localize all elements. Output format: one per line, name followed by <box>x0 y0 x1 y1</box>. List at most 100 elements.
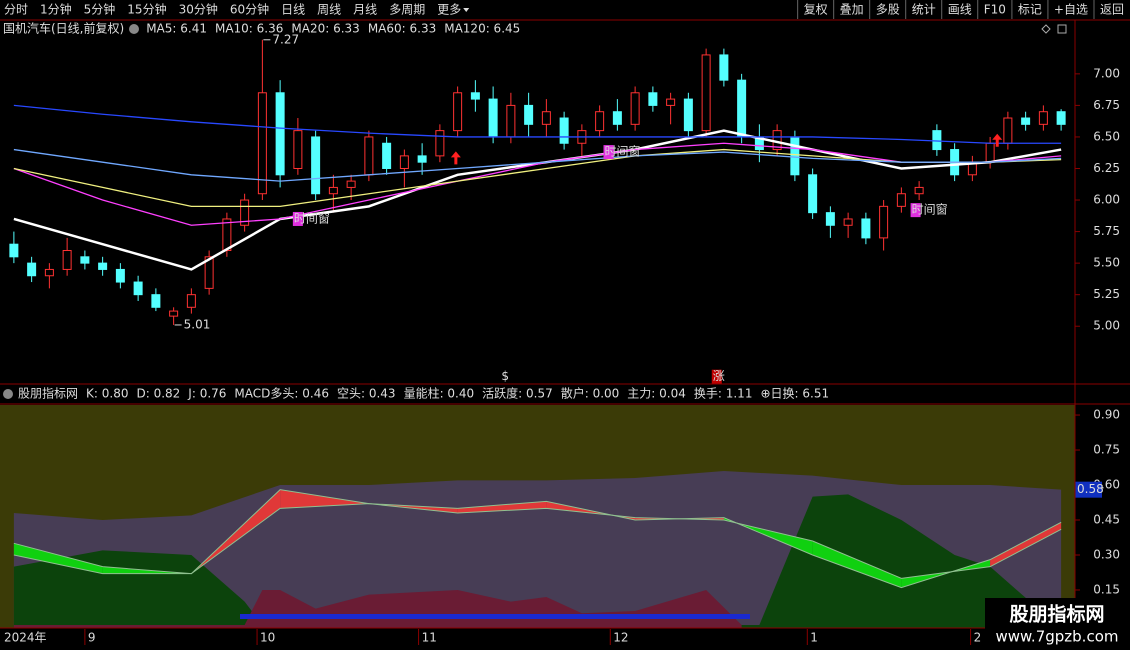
candle-body <box>346 180 356 188</box>
annotation: $ <box>501 369 509 383</box>
candle-body <box>861 218 871 239</box>
ribbon-segment <box>280 489 369 509</box>
toolbar-tab[interactable]: 1分钟 <box>40 2 72 17</box>
candle-body <box>417 155 427 163</box>
indicator-value: 换手: 1.11 <box>694 387 753 401</box>
menu-icon[interactable] <box>3 389 13 399</box>
candle-body <box>719 54 729 81</box>
toolbar-tab[interactable]: 周线 <box>317 3 341 17</box>
toolbar-tab[interactable]: 60分钟 <box>230 2 269 17</box>
candle-body <box>311 136 321 195</box>
indicator-value: K: 0.80 <box>86 387 128 401</box>
candle-body <box>701 54 711 132</box>
candle-body <box>435 130 445 157</box>
candle-body <box>275 92 285 176</box>
candle-body <box>932 130 942 151</box>
indicator-value: 主力: 0.04 <box>627 387 686 401</box>
candle-body <box>843 218 853 226</box>
candle-body <box>808 174 818 214</box>
legend-entry: MA10: 6.36 <box>215 22 283 36</box>
candle-body <box>630 92 640 125</box>
candle-body <box>914 186 924 195</box>
indicator-value: 空头: 0.43 <box>337 387 396 401</box>
y-tick-label: 6.75 <box>1093 98 1120 112</box>
toolbar-button[interactable]: 返回 <box>1100 3 1124 17</box>
dropdown-icon[interactable] <box>463 8 470 12</box>
toolbar-tab[interactable]: 15分钟 <box>127 2 166 17</box>
annotation-box <box>603 145 614 160</box>
candle-body <box>683 98 693 132</box>
candle-body <box>790 136 800 176</box>
y-tick-label: 0.30 <box>1093 547 1120 561</box>
candle-body <box>985 142 995 163</box>
annotation-box <box>711 369 722 384</box>
toolbar-button[interactable]: F10 <box>984 3 1006 17</box>
annotation: 时间窗 <box>294 211 330 225</box>
annotation-box <box>292 211 303 226</box>
y-tick-label: 5.50 <box>1093 256 1120 270</box>
toolbar-button[interactable]: 标记 <box>1018 3 1042 17</box>
ribbon-segment <box>13 543 103 574</box>
indicator-value: MACD多头: 0.46 <box>234 387 329 401</box>
candle-body <box>364 136 374 176</box>
candle-body <box>506 104 516 138</box>
logo-box <box>985 598 1130 650</box>
candle-body <box>1021 117 1031 125</box>
legend-entry: MA60: 6.33 <box>368 22 436 36</box>
candle-body <box>98 262 108 270</box>
candle-body <box>666 98 676 106</box>
logo-name: 股朋指标网 <box>1009 604 1104 626</box>
toolbar-tab[interactable]: 5分钟 <box>84 2 116 17</box>
ribbon-segment <box>812 540 902 588</box>
candle-body <box>293 130 303 169</box>
indicator-value: ⊕日换: 6.51 <box>760 387 829 401</box>
indicator-value: 活跃度: 0.57 <box>482 386 553 401</box>
y-tick-label: 7.00 <box>1093 66 1120 80</box>
menu-icon[interactable] <box>129 24 139 34</box>
candle-body <box>559 117 569 144</box>
candle-body <box>240 199 250 226</box>
candle-body <box>1056 111 1066 125</box>
indicator-layer: 0.150.300.450.600.750.900.58 <box>13 408 1120 628</box>
toolbar-tab[interactable]: 更多 <box>437 3 461 17</box>
annotation: 5.01 <box>184 317 211 331</box>
candle-body <box>595 111 605 132</box>
toolbar-button[interactable]: 复权 <box>804 3 828 17</box>
annotation: 时间窗 <box>605 145 641 159</box>
candle-body <box>186 294 196 308</box>
candle-body <box>1038 111 1048 125</box>
y-tick-label: 0.75 <box>1093 443 1120 457</box>
y-tick-label: 6.00 <box>1093 193 1120 207</box>
candle-body <box>399 155 409 169</box>
candle-body <box>612 111 622 125</box>
candle-body <box>204 256 214 289</box>
ma-line <box>13 148 1062 182</box>
candle-body <box>80 256 90 264</box>
toolbar-button[interactable]: 画线 <box>948 3 972 17</box>
toolbar-button[interactable]: 统计 <box>912 3 936 17</box>
legend-entry: MA5: 6.41 <box>146 22 207 36</box>
toolbar-button[interactable]: +自选 <box>1054 3 1088 17</box>
candle-body <box>879 205 889 239</box>
legend-entry: MA20: 6.33 <box>291 22 359 36</box>
toolbar-tab[interactable]: 30分钟 <box>179 2 218 17</box>
y-tick-label: 5.00 <box>1093 319 1120 333</box>
toolbar-button[interactable]: 多股 <box>876 3 900 17</box>
candle-body <box>470 92 480 100</box>
signal-arrow <box>450 151 461 165</box>
candle-body <box>648 92 658 106</box>
toolbar-tab[interactable]: 日线 <box>281 3 305 17</box>
toolbar-tab[interactable]: 月线 <box>353 3 377 17</box>
toolbar-tab[interactable]: 多周期 <box>389 3 425 17</box>
indicator-value: 量能柱: 0.40 <box>404 386 475 401</box>
toolbar-tab[interactable]: 分时 <box>4 3 28 17</box>
icon[interactable] <box>1041 24 1051 34</box>
icon[interactable] <box>1057 24 1067 34</box>
candle-body <box>62 250 72 270</box>
candle-body <box>115 268 125 283</box>
x-tick-label: 10 <box>260 631 275 645</box>
x-tick-label: 1 <box>810 631 818 645</box>
y-tick-label: 0.90 <box>1093 408 1120 422</box>
candle-body <box>1003 117 1013 144</box>
toolbar-button[interactable]: 叠加 <box>840 3 864 17</box>
